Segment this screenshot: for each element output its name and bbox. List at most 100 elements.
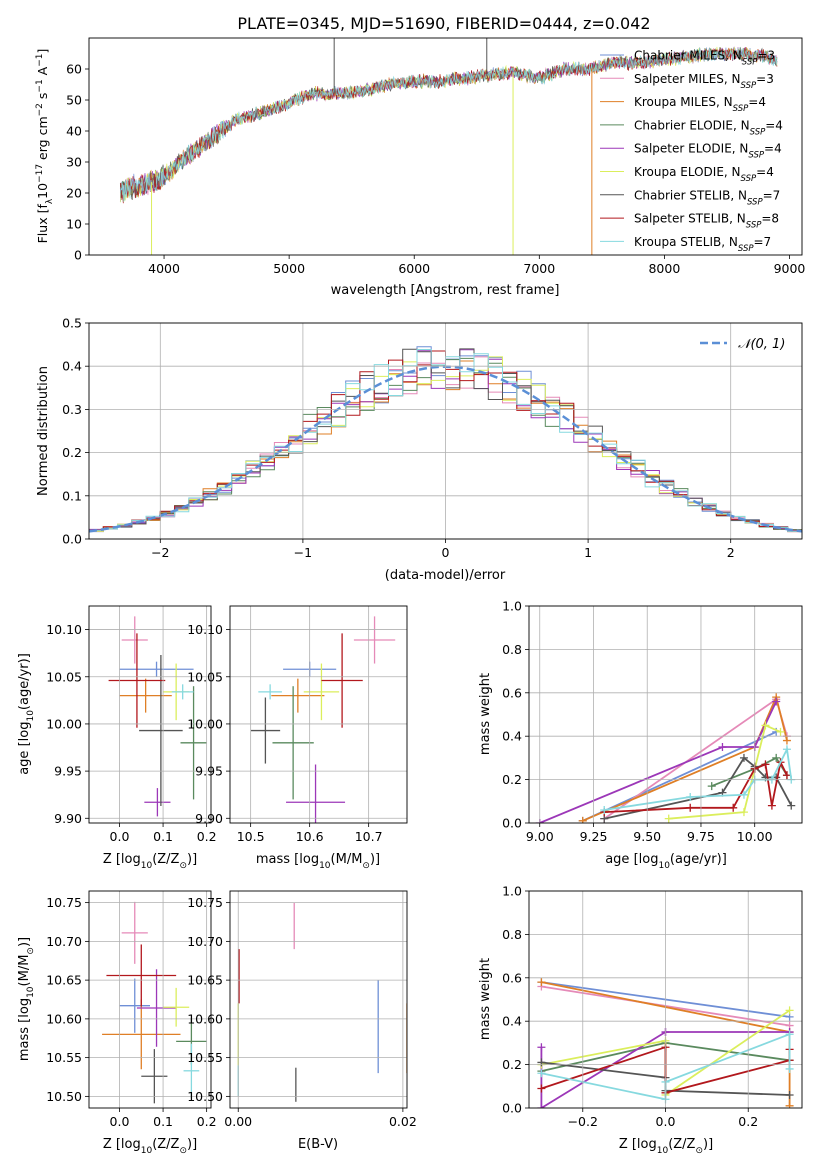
y-axis-label: mass weight: [478, 958, 493, 1040]
weight-marker-chabrier-stelib: [785, 1090, 794, 1099]
y-tick-label: 10.65: [46, 973, 82, 988]
x-tick-label: 0.2: [197, 1114, 217, 1129]
y-tick-label: 9.95: [54, 764, 82, 779]
y-tick-label: 0.2: [62, 445, 82, 460]
weight-marker-salpeter-stelib: [729, 803, 738, 812]
y-tick-label: 9.95: [195, 764, 223, 779]
x-tick-label: 9.50: [633, 829, 661, 844]
x-axis-label: Z [log10(Z/Z⊙)]: [103, 1137, 197, 1156]
residuals-legend: 𝒩(0, 1): [700, 337, 785, 352]
y-tick-label: 0.8: [502, 642, 522, 657]
plot-area-age_vs_Z: [108, 616, 207, 817]
x-tick-label: 4000: [148, 261, 180, 276]
weight-marker-chabrier-elodie: [772, 753, 781, 762]
y-tick-label: 0.6: [502, 970, 522, 985]
weight-marker-kroupa-miles: [782, 736, 791, 745]
x-tick-label: 9.00: [526, 829, 554, 844]
weight-marker-salpeter-stelib: [761, 760, 770, 769]
legend-label: Salpeter STELIB, NSSP=8: [634, 212, 779, 231]
weight-marker-salpeter-elodie: [537, 1104, 546, 1108]
y-tick-label: 10.00: [46, 716, 82, 731]
x-tick-label: 9.75: [687, 829, 715, 844]
y-tick-label: 9.90: [54, 811, 82, 826]
y-tick-label: 10.00: [187, 716, 223, 731]
panel-mass_weight_vs_Z: −0.2 0.0 0.2 0.0 0.2 0.4 0.6 0.8 1.0 Z [log10(Z/Z…: [478, 884, 803, 1156]
y-tick-label: 9.90: [195, 811, 223, 826]
x-tick-label: 2: [727, 545, 735, 560]
x-tick-label: −1: [294, 545, 312, 560]
y-tick-label: 0.4: [502, 1014, 522, 1029]
weight-line-salpeter-stelib: [604, 759, 788, 813]
axes-frame: [88, 322, 803, 540]
y-tick-label: 0: [74, 248, 82, 263]
y-tick-label: 0.1: [62, 488, 82, 503]
x-tick-label: −2: [151, 545, 169, 560]
x-tick-label: 0.0: [110, 829, 130, 844]
y-tick-label: 1.0: [502, 599, 522, 614]
y-tick-label: 0.8: [502, 927, 522, 942]
weight-marker-kroupa-stelib: [782, 745, 791, 754]
plot-area-spectrum: [119, 38, 778, 255]
x-tick-label: 8000: [648, 261, 680, 276]
y-tick-label: 10.55: [187, 1050, 223, 1065]
weight-marker-kroupa-stelib: [785, 1030, 794, 1039]
weight-marker-kroupa-miles: [785, 1101, 794, 1108]
x-tick-label: 0.1: [153, 829, 173, 844]
x-tick-label: −0.2: [568, 1114, 598, 1129]
x-tick-label: 9.25: [580, 829, 608, 844]
x-tick-label: 10.6: [296, 829, 324, 844]
y-tick-label: 0.6: [502, 685, 522, 700]
legend-label: Chabrier ELODIE, NSSP=4: [634, 118, 783, 137]
x-axis-label: mass [log10(M/M⊙)]: [256, 852, 380, 871]
weight-marker-kroupa-miles: [537, 978, 546, 987]
x-axis-label: Z [log10(Z/Z⊙)]: [619, 1137, 713, 1156]
weight-marker-salpeter-elodie: [772, 697, 781, 706]
x-tick-label: 7000: [523, 261, 555, 276]
panel-mass_weight_vs_age: 9.00 9.25 9.50 9.75 10.00 0.0 0.2 0.4 0.6 0.8 1.0 a…: [478, 599, 803, 871]
y-tick-label: 30: [66, 155, 82, 170]
spectrum-line-kroupa-stelib: [119, 47, 778, 202]
x-tick-label: 9000: [774, 261, 806, 276]
panel-spectrum: 4000 5000 6000 7000 8000 9000 0 10 20 30 40 50 60 wav…: [35, 37, 806, 298]
y-tick-label: 10.50: [187, 1089, 223, 1104]
weight-marker-salpeter-elodie: [718, 743, 727, 752]
y-tick-label: 10.60: [187, 1011, 223, 1026]
y-tick-label: 10.70: [46, 934, 82, 949]
legend-label: Salpeter ELODIE, NSSP=4: [634, 142, 782, 161]
x-tick-label: 1: [584, 545, 592, 560]
y-tick-label: 10.60: [46, 1011, 82, 1026]
y-tick-label: 10.70: [187, 934, 223, 949]
x-tick-label: 0.0: [656, 1114, 676, 1129]
x-axis-label: wavelength [Angstrom, rest frame]: [331, 283, 560, 298]
weight-marker-kroupa-stelib: [686, 792, 695, 801]
y-tick-label: 1.0: [502, 884, 522, 899]
panel-age_vs_Z: 0.0 0.1 0.2 9.90 9.95 10.00 10.05 10.10 Z [log10…: [17, 605, 217, 871]
axes-frame: [88, 605, 212, 824]
y-tick-label: 0.0: [502, 1101, 522, 1116]
weight-marker-kroupa-elodie: [785, 1006, 794, 1015]
y-tick-label: 0.3: [62, 402, 82, 417]
weight-marker-kroupa-stelib: [785, 1064, 794, 1073]
panel-age_vs_mass: 10.5 10.6 10.7 9.90 9.95 10.00 10.05 10.10 mass …: [187, 605, 408, 871]
y-tick-label: 0.2: [502, 772, 522, 787]
y-tick-label: 0.4: [502, 729, 522, 744]
axes-frame: [229, 890, 408, 1109]
spectrum-legend: Chabrier MILES, NSSP=3 Salpeter MILES, NS…: [600, 49, 783, 254]
y-tick-label: 20: [66, 186, 82, 201]
axes-frame: [229, 605, 408, 824]
y-tick-label: 10.05: [46, 669, 82, 684]
y-tick-label: 10.65: [187, 973, 223, 988]
weight-marker-kroupa-elodie: [761, 721, 770, 730]
legend-label: Kroupa ELODIE, NSSP=4: [634, 165, 774, 184]
y-tick-label: 0.0: [502, 816, 522, 831]
weight-marker-kroupa-elodie: [776, 727, 785, 736]
y-tick-label: 10: [66, 217, 82, 232]
y-tick-label: 10.50: [46, 1089, 82, 1104]
y-tick-label: 10.55: [46, 1050, 82, 1065]
x-tick-label: 0: [442, 545, 450, 560]
weight-marker-salpeter-stelib: [537, 1084, 546, 1093]
x-tick-label: 10.5: [237, 829, 265, 844]
legend-label: Chabrier STELIB, NSSP=7: [634, 188, 780, 207]
x-axis-label: Z [log10(Z/Z⊙)]: [103, 852, 197, 871]
